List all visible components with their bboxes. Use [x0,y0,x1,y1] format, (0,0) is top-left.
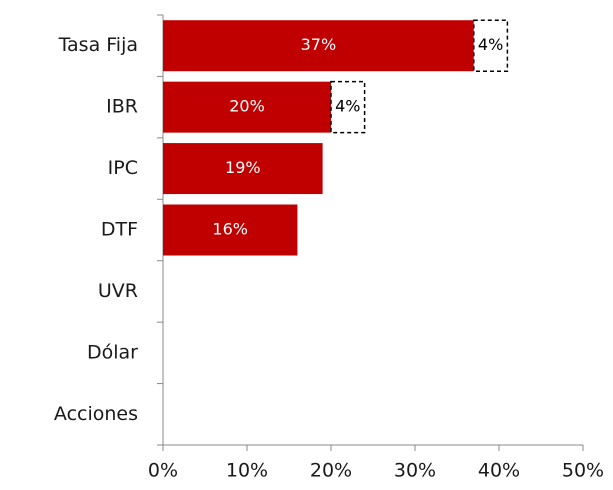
category-label: Dólar [87,341,138,363]
value-label: 4% [478,35,503,54]
bar [163,204,298,256]
bar [163,81,331,133]
x-tick-label: 30% [394,460,436,482]
value-label: 37% [301,35,337,54]
bar [163,143,323,195]
x-tick-label: 40% [478,460,520,482]
x-tick-label: 20% [310,460,352,482]
category-label: UVR [98,280,138,302]
bar [330,80,366,134]
value-label: 19% [225,158,261,177]
x-tick-label: 10% [226,460,268,482]
bar [163,20,474,72]
value-label: 20% [229,97,265,116]
category-label: IBR [106,96,138,118]
category-label: Tasa Fija [58,34,138,56]
x-tick-label: 0% [148,460,178,482]
category-label: IPC [108,157,138,179]
category-label: Acciones [54,403,138,425]
category-label: DTF [101,219,138,241]
bar [473,19,509,72]
x-tick-label: 50% [562,460,604,482]
value-label: 4% [335,97,360,116]
value-label: 16% [212,220,248,239]
